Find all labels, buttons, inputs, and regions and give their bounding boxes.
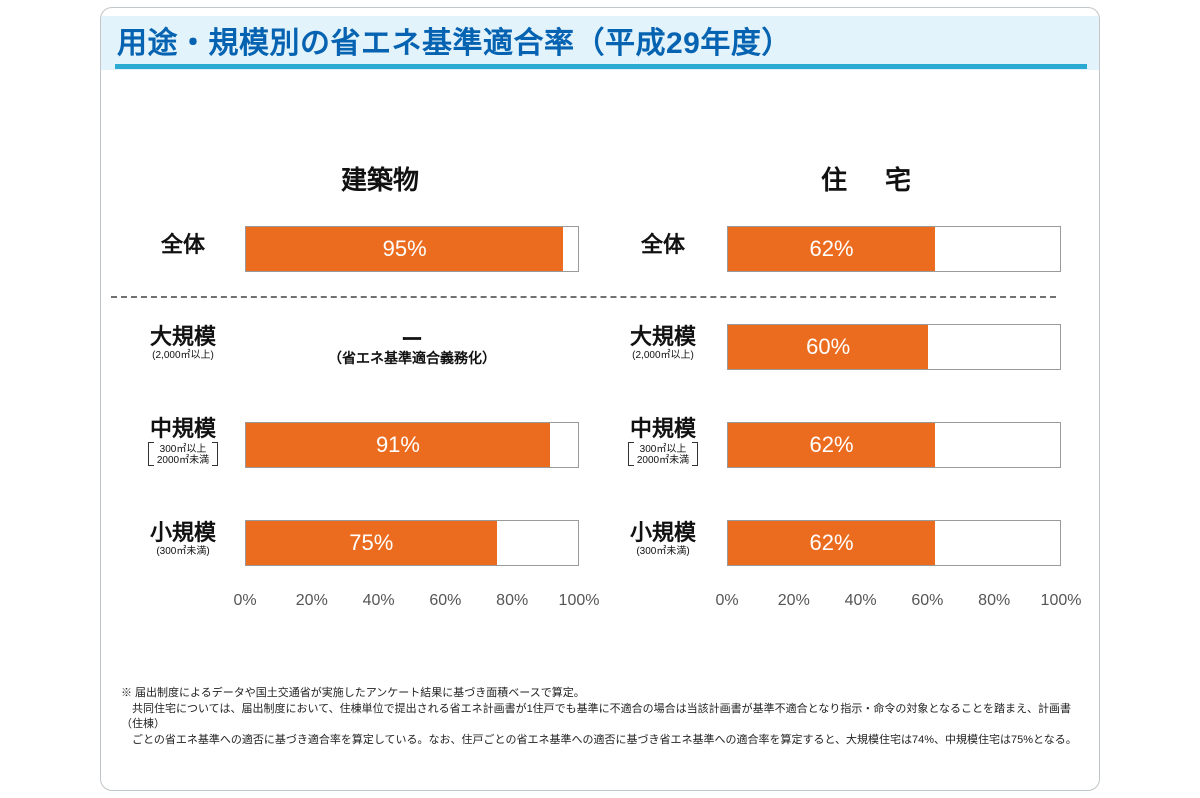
axis-tick: 20%: [778, 592, 810, 610]
axis-tick: 60%: [429, 592, 461, 610]
row-label-small: 小規模 (300㎡未満): [121, 522, 245, 557]
bar-label: 75%: [246, 521, 497, 565]
x-axis-housing: 0%20%40%60%80%100%: [727, 592, 1061, 612]
row-small-right: 小規模 (300㎡未満) 62%: [601, 520, 1071, 568]
axis-tick: 0%: [233, 592, 256, 610]
axis-tick: 80%: [978, 592, 1010, 610]
row-large-left: 大規模 (2,000㎡以上) ー （省エネ基準適合義務化）: [121, 324, 581, 372]
footnote-line: ごとの省エネ基準への適否に基づき適合率を算定している。なお、住戸ごとの省エネ基準…: [121, 733, 1081, 748]
axis-tick: 40%: [845, 592, 877, 610]
bar-small-buildings: 75%: [245, 520, 579, 566]
footnote-line: ※ 届出制度によるデータや国土交通省が実施したアンケート結果に基づき面積ベースで…: [121, 686, 1081, 701]
axis-tick: 80%: [496, 592, 528, 610]
axis-tick: 0%: [715, 592, 738, 610]
bar-small-housing: 62%: [727, 520, 1061, 566]
slide-panel: 用途・規模別の省エネ基準適合率（平成29年度） 建築物 住 宅 全体 95% 大…: [100, 7, 1100, 791]
row-label-overall: 全体: [121, 234, 245, 256]
axis-tick: 100%: [559, 592, 600, 610]
bar-label: 62%: [728, 521, 935, 565]
row-label-medium: 中規模 300㎡以上 2000㎡未満: [121, 418, 245, 468]
row-label-large: 大規模 (2,000㎡以上): [121, 326, 245, 361]
x-axis-buildings: 0%20%40%60%80%100%: [245, 592, 579, 612]
row-overall-left: 全体 95%: [121, 226, 581, 274]
footnote-line: 共同住宅については、届出制度において、住棟単位で提出される省エネ計画書が1住戸で…: [121, 702, 1081, 732]
bar-label: 62%: [728, 423, 935, 467]
bar-large-housing: 60%: [727, 324, 1061, 370]
bar-label: 62%: [728, 227, 935, 271]
footnotes: ※ 届出制度によるデータや国土交通省が実施したアンケート結果に基づき面積ベースで…: [121, 686, 1081, 748]
bar-overall-housing: 62%: [727, 226, 1061, 272]
chart-housing: 全体 62% 大規模 (2,000㎡以上) 60% 中規模: [601, 8, 1071, 608]
row-label-overall: 全体: [601, 234, 725, 256]
bar-medium-housing: 62%: [727, 422, 1061, 468]
row-label-medium: 中規模 300㎡以上 2000㎡未満: [601, 418, 725, 468]
bar-label: 91%: [246, 423, 550, 467]
row-medium-right: 中規模 300㎡以上 2000㎡未満 62%: [601, 422, 1071, 470]
bar-overall-buildings: 95%: [245, 226, 579, 272]
row-large-right: 大規模 (2,000㎡以上) 60%: [601, 324, 1071, 372]
row-small-left: 小規模 (300㎡未満) 75%: [121, 520, 581, 568]
large-note: （省エネ基準適合義務化）: [245, 348, 579, 368]
bar-medium-buildings: 91%: [245, 422, 579, 468]
axis-tick: 40%: [363, 592, 395, 610]
chart-buildings: 全体 95% 大規模 (2,000㎡以上) ー （省エネ基準適合義務化） 中規模: [121, 8, 581, 608]
row-label-large: 大規模 (2,000㎡以上): [601, 326, 725, 361]
axis-tick: 20%: [296, 592, 328, 610]
bar-label: 60%: [728, 325, 928, 369]
row-overall-right: 全体 62%: [601, 226, 1071, 274]
bar-label: 95%: [246, 227, 563, 271]
axis-tick: 60%: [911, 592, 943, 610]
row-medium-left: 中規模 300㎡以上 2000㎡未満 91%: [121, 422, 581, 470]
row-label-small: 小規模 (300㎡未満): [601, 522, 725, 557]
axis-tick: 100%: [1041, 592, 1082, 610]
